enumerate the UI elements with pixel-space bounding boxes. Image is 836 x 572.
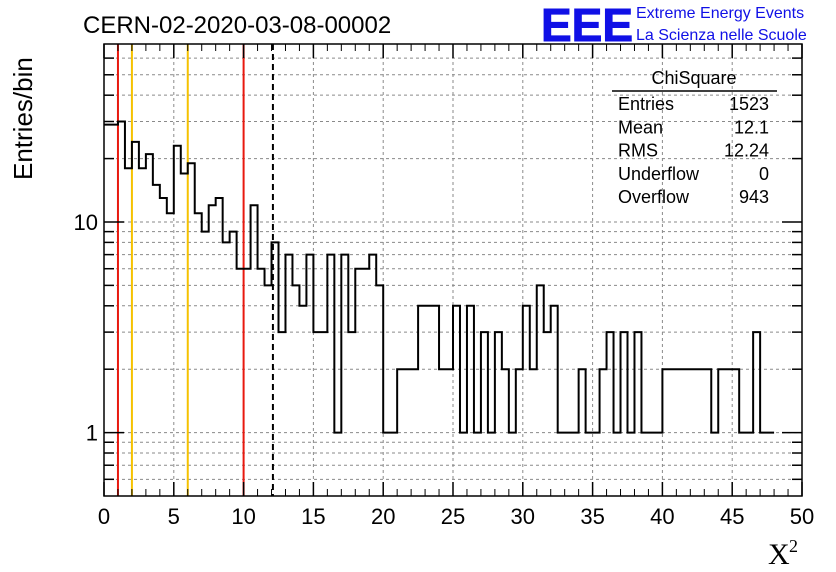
- stats-row-label: Mean: [618, 117, 663, 137]
- stats-row-value: 12.24: [724, 141, 769, 161]
- x-tick-label: 25: [441, 504, 465, 529]
- x-tick-label: 35: [580, 504, 604, 529]
- x-tick-label: 30: [511, 504, 535, 529]
- eee-logo-line2: La Scienza nelle Scuole: [636, 27, 807, 44]
- axis-ticks: 0 5 10 15 20 25 30 35 40 45 50 1 10: [74, 44, 814, 529]
- x-tick-label: 40: [650, 504, 674, 529]
- stats-row-label: Underflow: [618, 164, 700, 184]
- x-axis-label: X: [768, 538, 790, 571]
- x-tick-label: 15: [301, 504, 325, 529]
- x-tick-label: 20: [371, 504, 395, 529]
- stats-row-value: 943: [739, 187, 769, 207]
- y-axis-label: Entries/bin: [8, 57, 38, 180]
- reference-lines: [116, 44, 274, 496]
- stats-row-value: 12.1: [734, 117, 769, 137]
- stats-box-title: ChiSquare: [651, 68, 736, 88]
- stats-row-value: 1523: [729, 94, 769, 114]
- chart-title: CERN-02-2020-03-08-00002: [83, 12, 391, 39]
- y-tick-label: 10: [74, 210, 98, 235]
- x-tick-label: 5: [168, 504, 180, 529]
- x-tick-label: 45: [720, 504, 744, 529]
- histogram-series: [104, 120, 775, 434]
- x-tick-label: 0: [98, 504, 110, 529]
- stats-row-label: RMS: [618, 141, 658, 161]
- eee-logo-line1: Extreme Energy Events: [636, 5, 804, 22]
- x-tick-label: 10: [231, 504, 255, 529]
- stats-row-label: Overflow: [618, 187, 690, 207]
- stats-box: ChiSquare Entries 1523 Mean 12.1 RMS 12.24 Und…: [612, 68, 777, 207]
- x-tick-label: 50: [790, 504, 814, 529]
- stats-row-label: Entries: [618, 94, 674, 114]
- x-axis-label-superscript: 2: [789, 536, 798, 556]
- eee-logo: EEE Extreme Energy Events La Scienza nel…: [541, 0, 807, 52]
- grid-lines: [104, 44, 802, 496]
- y-tick-label: 1: [86, 421, 98, 446]
- eee-logo-mark: EEE: [541, 0, 633, 51]
- stats-row-value: 0: [759, 164, 769, 184]
